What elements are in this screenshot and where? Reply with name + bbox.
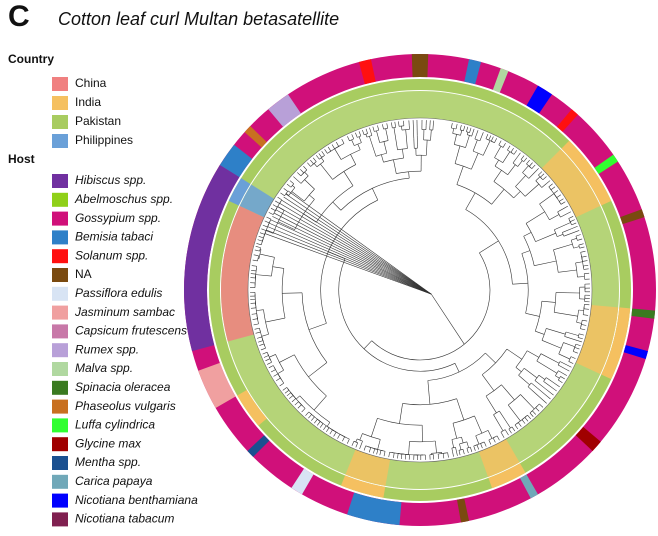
legend-swatch [52,77,68,91]
legend-label: Malva spp. [75,361,133,375]
legend-label: Phaseolus vulgaris [75,399,176,413]
legend-swatch [52,324,68,338]
legend-label: India [75,95,101,109]
legend-label: Carica papaya [75,474,153,488]
figure-title: Cotton leaf curl Multan betasatellite [58,9,339,29]
legend-label: Hibiscus spp. [75,173,146,187]
legend-title: Host [8,152,35,166]
legend-swatch [52,418,68,432]
panel-label: C [8,0,30,33]
legend-label: Nicotiana benthamiana [75,493,198,507]
legend-swatch [52,249,68,263]
legend-swatch [52,212,68,226]
legend-title: Country [8,52,54,66]
legend-swatch [52,96,68,110]
legend-swatch [52,475,68,489]
legend-swatch [52,494,68,508]
legend-swatch [52,381,68,395]
legend-swatch [52,230,68,244]
legend-label: China [75,76,107,90]
legend-swatch [52,174,68,188]
legend-swatch [52,343,68,357]
legend-label: Capsicum frutescens [75,324,187,338]
legend-label: Gossypium spp. [75,211,161,225]
legend-swatch [52,268,68,282]
legend-swatch [52,193,68,207]
phylogenetic-tree [184,54,656,526]
legend-swatch [52,437,68,451]
legend-label: Glycine max [75,436,142,450]
legend-label: Pakistan [75,114,121,128]
host-ring-segment [412,54,428,77]
legend-swatch [52,400,68,414]
legend-swatch [52,362,68,376]
legend-label: Jasminum sambac [74,305,175,319]
legend-label: Philippines [75,133,133,147]
legend-swatch [52,512,68,526]
legend-swatch [52,306,68,320]
legend-label: Mentha spp. [75,455,141,469]
legend-swatch [52,115,68,129]
legend-label: Rumex spp. [75,342,139,356]
legend-swatch [52,134,68,148]
legend-label: Passiflora edulis [75,286,162,300]
legend-swatch [52,287,68,301]
legend-label: Spinacia oleracea [75,380,171,394]
legend-label: Solanum spp. [75,248,148,262]
legend-label: Luffa cylindrica [75,418,155,432]
legend-swatch [52,456,68,470]
legend-label: Nicotiana tabacum [75,512,174,526]
legend-label: Abelmoschus spp. [74,192,173,206]
legend-label: NA [75,267,92,281]
legend-label: Bemisia tabaci [75,230,153,244]
